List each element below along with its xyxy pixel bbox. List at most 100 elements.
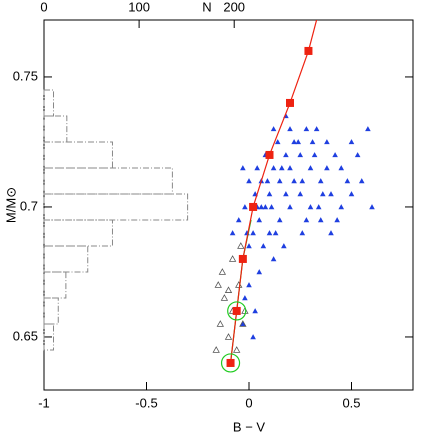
point	[228, 255, 237, 262]
point	[229, 230, 236, 236]
square-marker	[304, 46, 313, 55]
point	[279, 165, 285, 171]
point	[287, 204, 293, 210]
histogram-bin	[43, 193, 189, 221]
point	[317, 217, 324, 223]
point	[258, 204, 265, 210]
point	[220, 294, 229, 301]
plot-frame	[43, 19, 414, 391]
point	[235, 217, 242, 223]
square-marker	[238, 254, 247, 263]
histogram-bin	[43, 89, 55, 117]
y-tick-label: 0.65	[13, 328, 38, 343]
square-marker	[226, 358, 235, 367]
square-marker	[286, 98, 294, 107]
point	[214, 281, 222, 288]
point	[365, 126, 371, 132]
point	[295, 139, 301, 145]
point	[328, 191, 334, 197]
square-marker	[232, 306, 241, 315]
point	[338, 204, 345, 210]
histogram-bin	[43, 297, 59, 325]
point	[348, 139, 355, 145]
track-line	[229, 20, 318, 364]
point	[291, 178, 297, 184]
point	[328, 230, 334, 236]
point	[270, 256, 277, 262]
point	[297, 152, 304, 158]
point	[224, 286, 233, 293]
point	[303, 217, 310, 223]
point	[250, 334, 256, 340]
point	[307, 204, 314, 210]
point	[262, 204, 269, 210]
point	[324, 165, 330, 171]
top-axis-label: N	[202, 0, 211, 14]
circle-marker	[227, 301, 247, 321]
point	[354, 152, 361, 158]
point	[287, 165, 293, 171]
point	[266, 191, 273, 197]
top-tick-label: 0	[40, 0, 47, 14]
point	[270, 126, 277, 132]
point	[317, 178, 324, 184]
top-tick-label: 200	[223, 0, 245, 14]
point	[315, 204, 322, 210]
point	[239, 320, 247, 327]
histogram-bin	[43, 115, 68, 143]
point	[242, 295, 248, 301]
point	[268, 204, 275, 210]
y-tick-label: 0.75	[13, 68, 38, 83]
point	[348, 191, 355, 197]
x-tick-label: -1	[38, 395, 50, 410]
point	[224, 333, 233, 340]
square-marker	[265, 150, 274, 159]
point	[338, 165, 345, 171]
circle-marker	[220, 353, 241, 373]
point	[287, 126, 293, 132]
point	[260, 243, 267, 249]
point	[256, 217, 263, 223]
point	[358, 178, 365, 184]
point	[274, 139, 281, 145]
square-marker	[249, 202, 258, 211]
point	[291, 139, 297, 145]
point	[283, 191, 289, 197]
y-axis-label: M/M⊙	[3, 187, 18, 223]
histogram-bin	[43, 271, 67, 299]
point	[303, 126, 310, 132]
point	[311, 152, 318, 158]
histogram-bin	[43, 245, 89, 273]
x-tick-label: 0	[245, 395, 252, 410]
point	[332, 152, 338, 158]
point	[233, 346, 241, 353]
point	[313, 126, 320, 132]
top-tick-label: 100	[128, 0, 150, 14]
point	[334, 217, 340, 223]
x-tick-label: -0.5	[135, 395, 157, 410]
point	[240, 165, 246, 171]
point	[299, 178, 306, 184]
point	[235, 281, 243, 288]
point	[276, 178, 283, 184]
point	[250, 230, 256, 236]
point	[281, 243, 287, 249]
point	[240, 321, 246, 327]
point	[254, 165, 260, 171]
point	[242, 204, 248, 210]
point	[320, 191, 326, 197]
point	[344, 178, 351, 184]
point	[252, 308, 258, 314]
point	[309, 139, 316, 145]
point	[216, 320, 224, 327]
point	[246, 178, 252, 184]
point	[237, 242, 245, 249]
point	[264, 178, 271, 184]
x-axis-label: B − V	[233, 419, 265, 434]
point	[246, 243, 252, 249]
point	[369, 204, 375, 210]
point	[246, 282, 252, 288]
y-tick-label: 0.7	[20, 198, 38, 213]
x-tick-label: 0.5	[342, 395, 360, 410]
